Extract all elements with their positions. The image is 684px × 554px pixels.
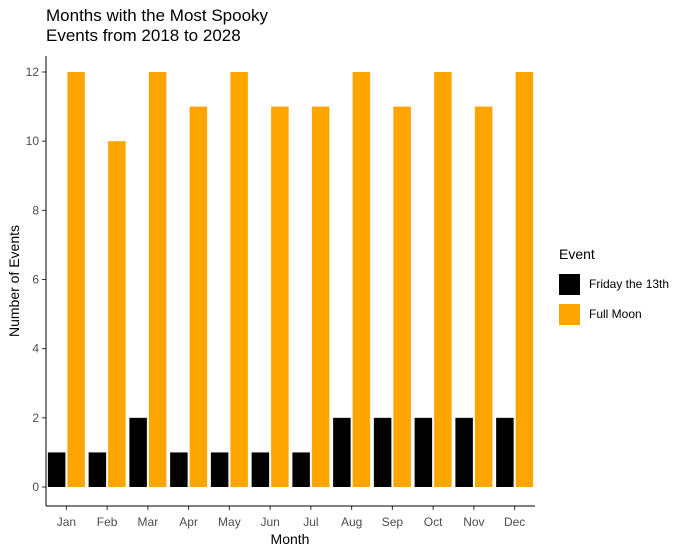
legend: Event Friday the 13th Full Moon	[559, 246, 669, 332]
bar-full-moon-feb	[108, 141, 126, 488]
bar-full-moon-jun	[271, 106, 289, 487]
bar-full-moon-dec	[515, 72, 534, 487]
bar-full-moon-sep	[393, 106, 411, 487]
chart-title: Months with the Most Spooky Events from …	[46, 6, 268, 46]
y-tick-label: 4	[32, 342, 39, 356]
bar-friday-13th-may	[210, 452, 229, 487]
legend-item-friday-13th: Friday the 13th	[559, 272, 669, 296]
bar-friday-13th-nov	[455, 417, 473, 487]
y-tick-label: 8	[32, 203, 39, 217]
x-axis-ticks: Jan Feb Mar Apr May Jun Jul Aug Sep Oct Nov Dec	[57, 506, 525, 529]
bar-full-moon-nov	[474, 106, 493, 487]
y-tick-label: 10	[26, 134, 40, 148]
legend-key-full-moon	[559, 303, 580, 325]
bar-full-moon-jul	[311, 106, 330, 487]
legend-item-full-moon: Full Moon	[559, 302, 669, 326]
x-tick-label: Dec	[504, 515, 525, 529]
bar-friday-13th-apr	[170, 452, 188, 487]
chart-title-line-1: Months with the Most Spooky	[46, 6, 269, 25]
bar-full-moon-aug	[352, 72, 371, 487]
bars-group	[47, 72, 534, 488]
legend-label-full-moon: Full Moon	[589, 307, 642, 321]
bar-friday-13th-jul	[292, 452, 310, 487]
bar-friday-13th-jun	[251, 452, 270, 487]
y-tick-label: 6	[32, 273, 39, 287]
legend-title: Event	[559, 246, 595, 262]
bar-full-moon-mar	[148, 72, 167, 487]
y-tick-label: 12	[26, 65, 40, 79]
x-tick-label: Jan	[57, 515, 76, 529]
y-axis-ticks: 0 2 4 6 8 10 12	[26, 65, 46, 494]
x-tick-label: Mar	[138, 515, 159, 529]
y-tick-label: 2	[32, 411, 39, 425]
y-axis-title: Number of Events	[6, 225, 22, 337]
x-tick-label: Apr	[179, 515, 198, 529]
bar-full-moon-oct	[434, 72, 452, 487]
bar-friday-13th-oct	[414, 417, 433, 487]
x-tick-label: Jun	[260, 515, 279, 529]
bar-friday-13th-jan	[47, 452, 66, 487]
x-tick-label: Oct	[424, 515, 443, 529]
bar-friday-13th-mar	[129, 417, 147, 487]
x-tick-label: Feb	[97, 515, 118, 529]
x-tick-label: Aug	[341, 515, 362, 529]
x-axis-title: Month	[271, 531, 310, 547]
bar-friday-13th-aug	[333, 417, 351, 487]
bar-full-moon-jan	[67, 72, 85, 487]
x-tick-label: May	[218, 515, 241, 529]
x-tick-label: Nov	[463, 515, 484, 529]
bar-friday-13th-sep	[373, 417, 392, 487]
bar-full-moon-may	[230, 72, 248, 487]
bar-full-moon-apr	[189, 106, 208, 487]
legend-label-friday-13th: Friday the 13th	[589, 277, 670, 291]
x-tick-label: Sep	[382, 515, 404, 529]
legend-key-friday-13th	[559, 273, 580, 295]
chart-title-line-2: Events from 2018 to 2028	[46, 26, 241, 45]
y-tick-label: 0	[32, 480, 39, 494]
bar-friday-13th-feb	[88, 452, 107, 487]
bar-friday-13th-dec	[496, 417, 514, 487]
x-tick-label: Jul	[303, 515, 318, 529]
